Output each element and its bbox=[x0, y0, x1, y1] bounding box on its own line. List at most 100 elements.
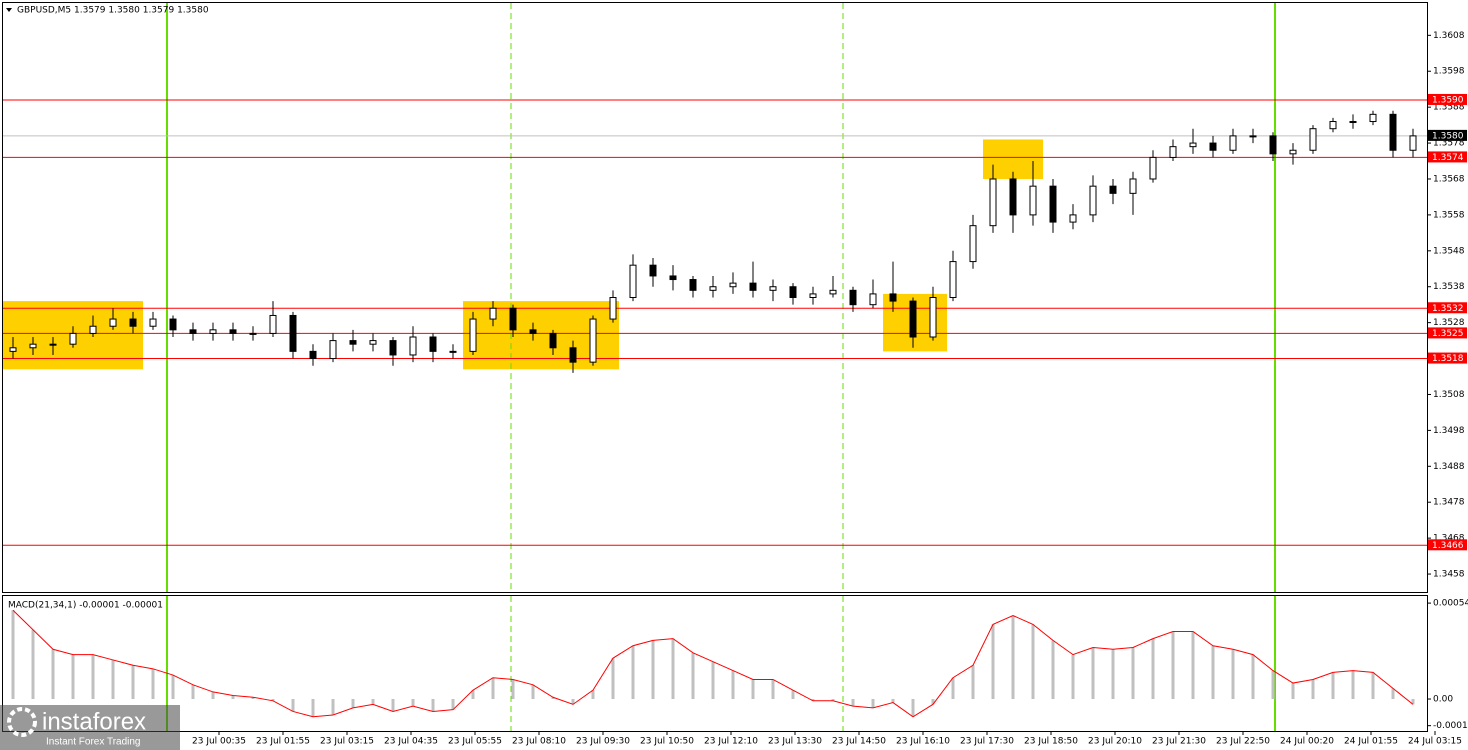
candle-body bbox=[1369, 113, 1377, 123]
candle-body bbox=[269, 314, 277, 334]
x-tick-label: 23 Jul 14:50 bbox=[832, 737, 886, 747]
macd-bar bbox=[111, 659, 115, 700]
candle-body bbox=[309, 350, 317, 360]
candle-body bbox=[649, 264, 657, 277]
x-tick-label: 23 Jul 16:10 bbox=[896, 737, 950, 747]
x-tick-label: 23 Jul 00:35 bbox=[192, 737, 246, 747]
candle-body bbox=[1229, 135, 1237, 151]
candle-body bbox=[109, 318, 117, 327]
macd-bar bbox=[91, 654, 95, 700]
y-tick-label: 1.3588 bbox=[1433, 103, 1465, 113]
candle-body bbox=[749, 282, 757, 291]
macd-frame bbox=[2, 595, 1428, 732]
level-label: 1.3590 bbox=[1432, 95, 1464, 105]
candle-body bbox=[1249, 135, 1257, 138]
candle-body bbox=[1189, 142, 1197, 148]
candle-body bbox=[1049, 185, 1057, 223]
x-tick-label: 23 Jul 20:10 bbox=[1088, 737, 1142, 747]
macd-bar bbox=[131, 665, 135, 700]
candle-body bbox=[849, 289, 857, 306]
macd-bar bbox=[891, 699, 895, 703]
level-label-bg bbox=[1428, 302, 1467, 314]
candle-body bbox=[689, 279, 697, 291]
macd-bar bbox=[791, 690, 795, 700]
candle-body bbox=[389, 340, 397, 356]
macd-bar bbox=[651, 640, 655, 700]
macd-bar bbox=[351, 699, 355, 708]
candle-body bbox=[1169, 146, 1177, 158]
level-label-bg bbox=[1428, 93, 1467, 105]
plot-layer: 1.3608 1.3598 1.3588 1.3578 1.3568 1.3558 1.35… bbox=[3, 3, 1468, 747]
macd-bar bbox=[1331, 672, 1335, 700]
y-tick-label: 1.3488 bbox=[1433, 462, 1465, 472]
candle-body bbox=[49, 343, 57, 346]
y-tick-label: 1.3558 bbox=[1433, 210, 1465, 220]
macd-bar bbox=[711, 661, 715, 700]
candle-body bbox=[969, 225, 977, 263]
macd-bar bbox=[1251, 654, 1255, 700]
x-tick-label: 23 Jul 10:50 bbox=[640, 737, 694, 747]
candle-body bbox=[509, 307, 517, 331]
macd-bar bbox=[751, 679, 755, 700]
candle-body bbox=[329, 340, 337, 360]
watermark-tagline: Instant Forex Trading bbox=[46, 737, 141, 748]
macd-bar bbox=[51, 649, 55, 700]
y-tick-label: 1.3548 bbox=[1433, 246, 1465, 256]
x-tick-label: 23 Jul 04:35 bbox=[384, 737, 438, 747]
watermark-bg bbox=[0, 705, 180, 750]
macd-bar bbox=[571, 699, 575, 705]
macd-bar bbox=[1351, 670, 1355, 700]
level-label-bg bbox=[1428, 539, 1467, 551]
macd-bar bbox=[1311, 679, 1315, 700]
macd-bar bbox=[191, 684, 195, 700]
macd-bar bbox=[1411, 699, 1415, 705]
candle-body bbox=[1389, 113, 1397, 151]
candle-body bbox=[489, 307, 497, 320]
macd-bar bbox=[1271, 670, 1275, 700]
candle-body bbox=[229, 329, 237, 334]
macd-bar bbox=[531, 684, 535, 700]
candle-body bbox=[949, 261, 957, 298]
macd-signal-line bbox=[12, 609, 1414, 718]
macd-bar bbox=[311, 699, 315, 717]
candle-body bbox=[869, 293, 877, 306]
x-tick-label: 23 Jul 09:30 bbox=[576, 737, 630, 747]
x-tick-label: 23 Jul 03:15 bbox=[320, 737, 374, 747]
macd-bar bbox=[731, 670, 735, 700]
macd-bar bbox=[1151, 638, 1155, 700]
level-label: 1.3532 bbox=[1432, 304, 1464, 314]
candle-body bbox=[609, 297, 617, 320]
macd-bar bbox=[71, 654, 75, 700]
macd-bar bbox=[611, 658, 615, 700]
y-tick-label: 1.3538 bbox=[1433, 282, 1465, 292]
macd-bar bbox=[31, 629, 35, 700]
candle-body bbox=[429, 336, 437, 352]
y-tick-label: 1.3608 bbox=[1433, 31, 1465, 41]
candle-body bbox=[1129, 178, 1137, 194]
macd-bar bbox=[1291, 683, 1295, 700]
macd-bar bbox=[831, 699, 835, 701]
candle-body bbox=[1269, 135, 1277, 155]
macd-bar bbox=[371, 699, 375, 705]
candle-body bbox=[1309, 128, 1317, 151]
candle-body bbox=[69, 332, 77, 345]
candle-body bbox=[289, 314, 297, 352]
y-tick-label: 1.3498 bbox=[1433, 426, 1465, 436]
candle-body bbox=[369, 340, 377, 345]
y-tick-label: 1.3468 bbox=[1433, 534, 1465, 544]
candle-body bbox=[909, 300, 917, 338]
level-label-bg bbox=[1428, 151, 1467, 163]
macd-bar bbox=[1011, 615, 1015, 700]
candle-body bbox=[529, 329, 537, 334]
y-tick-label: 1.3458 bbox=[1433, 570, 1465, 580]
candle-body bbox=[29, 343, 37, 349]
macd-bar bbox=[1171, 631, 1175, 700]
macd-bar bbox=[911, 699, 915, 717]
candle-body bbox=[149, 318, 157, 327]
y-tick-label: 1.3578 bbox=[1433, 139, 1465, 149]
candle-body bbox=[469, 318, 477, 352]
level-label: 1.3574 bbox=[1432, 153, 1464, 163]
candle-body bbox=[9, 347, 17, 352]
